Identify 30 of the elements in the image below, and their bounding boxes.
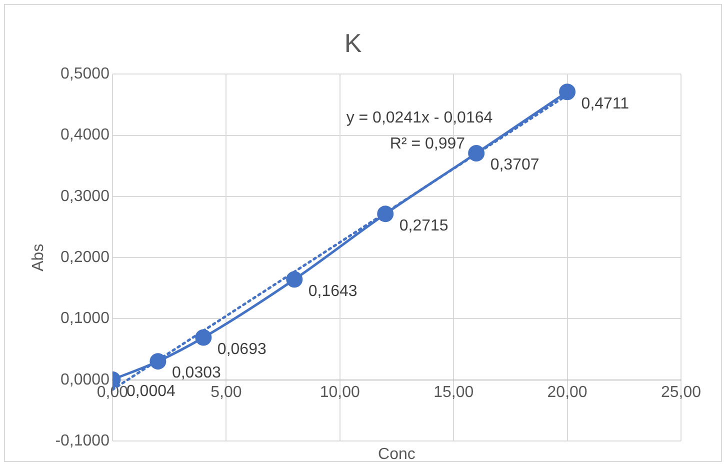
y-tick-label: 0,1000	[60, 310, 110, 328]
chart-title: K	[344, 28, 362, 58]
y-tick-label: 0,2000	[60, 249, 110, 266]
x-tick-label: 25,00	[660, 384, 702, 401]
point	[468, 144, 485, 162]
point	[286, 271, 303, 288]
data-label: 0,1643	[308, 282, 358, 300]
x-tick-label: 5,00	[210, 384, 242, 401]
x-tick-label: 15,00	[434, 384, 474, 401]
point	[559, 84, 576, 100]
annotation: R² = 0,997	[390, 136, 466, 153]
point	[150, 353, 166, 370]
annotation: y = 0,0241x - 0,0164	[346, 110, 493, 127]
point	[377, 206, 394, 222]
y-tick-label: 0,5000	[60, 66, 110, 83]
point	[195, 329, 212, 346]
data-label: 0,0004	[126, 383, 176, 400]
y-axis-title: Abs	[30, 244, 48, 272]
data-label: 0,3707	[490, 156, 540, 174]
x-tick-label: 10,00	[320, 384, 360, 401]
x-tick-label: 20,00	[547, 384, 588, 401]
x-axis-title: Conc	[378, 446, 416, 464]
data-label: 0,0693	[217, 340, 266, 358]
y-tick-label: 0,3000	[60, 188, 110, 205]
y-tick-label: 0,4000	[60, 126, 110, 144]
data-label: 0,4711	[581, 95, 630, 112]
x-tick-label: 0,00	[96, 384, 128, 401]
data-label: 0,0303	[172, 364, 221, 382]
y-tick-label: -0,1000	[55, 432, 110, 450]
data-label: 0,2715	[399, 217, 448, 234]
